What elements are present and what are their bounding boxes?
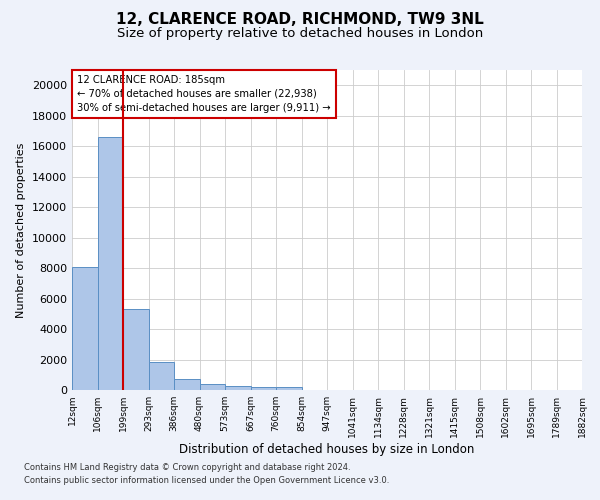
Text: 12, CLARENCE ROAD, RICHMOND, TW9 3NL: 12, CLARENCE ROAD, RICHMOND, TW9 3NL (116, 12, 484, 28)
Bar (251, 386, 276, 390)
Text: Size of property relative to detached houses in London: Size of property relative to detached ho… (117, 28, 483, 40)
Bar (72, 266, 97, 390)
Bar (123, 309, 149, 390)
Text: Contains HM Land Registry data © Crown copyright and database right 2024.: Contains HM Land Registry data © Crown c… (24, 464, 350, 472)
Bar (149, 362, 174, 390)
Bar (225, 386, 251, 390)
Text: 12 CLARENCE ROAD: 185sqm
← 70% of detached houses are smaller (22,938)
30% of se: 12 CLARENCE ROAD: 185sqm ← 70% of detach… (77, 75, 331, 113)
X-axis label: Distribution of detached houses by size in London: Distribution of detached houses by size … (179, 442, 475, 456)
Bar (276, 388, 302, 390)
Bar (174, 380, 199, 390)
Y-axis label: Number of detached properties: Number of detached properties (16, 142, 26, 318)
Bar (199, 384, 225, 390)
Bar (97, 137, 123, 390)
Text: Contains public sector information licensed under the Open Government Licence v3: Contains public sector information licen… (24, 476, 389, 485)
